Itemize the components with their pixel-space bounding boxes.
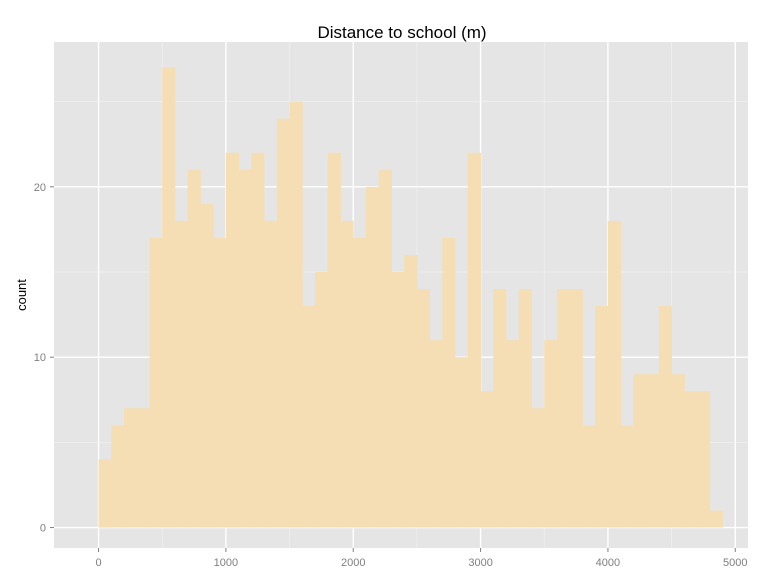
histogram-bar [302,306,316,528]
histogram-bar [264,220,278,528]
histogram-bar [620,425,634,528]
x-tick-label: 3000 [468,557,492,569]
histogram-bar [365,186,380,528]
histogram-bar [238,169,252,528]
histogram-bar [353,237,367,528]
histogram-bar [213,237,227,528]
x-tick-label: 2000 [341,557,365,569]
x-tick-label: 0 [96,557,102,569]
histogram-bar [455,357,469,528]
y-axis-label: count [14,279,29,311]
histogram-bar [569,289,583,528]
histogram-bar [327,152,341,528]
histogram-bar [709,510,723,528]
histogram-bar [429,340,443,528]
histogram-bar [289,101,303,528]
y-tick-label: 10 [34,352,46,364]
histogram-bar [658,306,672,528]
histogram-bar [187,169,201,528]
histogram-bar [200,203,214,528]
y-tick-label: 20 [34,182,46,194]
histogram-bar [556,289,571,528]
histogram-bar [544,340,558,528]
y-tick-label: 0 [40,523,46,535]
x-tick-label: 1000 [214,557,238,569]
histogram-bar [162,67,176,528]
histogram-bar [149,237,163,528]
histogram-bar [493,289,507,528]
histogram-bar [607,220,622,528]
histogram-bar [276,118,290,528]
histogram-bar [582,425,596,528]
histogram-bar [506,340,520,528]
histogram-bar [111,425,125,528]
histogram-bars [98,67,723,528]
x-axis-ticks: 0 1000 2000 3000 4000 5000 [96,548,748,569]
histogram-bar [340,220,354,528]
histogram-bar [518,289,532,528]
histogram-bar [684,391,698,528]
histogram-bar [315,272,329,528]
y-axis-ticks: 0 10 20 [34,182,54,535]
chart-title: Distance to school (m) [317,23,486,42]
histogram-bar [391,272,405,528]
histogram-bar [671,374,685,528]
histogram-bar [531,408,545,528]
histogram-bar [697,391,711,528]
histogram-bar [467,152,481,528]
histogram-bar [480,391,494,528]
histogram-bar [646,374,660,528]
histogram-bar [595,306,609,528]
x-tick-label: 5000 [723,557,747,569]
histogram-bar [416,289,431,528]
x-tick-label: 4000 [596,557,620,569]
histogram-bar [136,408,150,528]
histogram-bar [124,408,138,528]
histogram-bar [404,254,418,528]
histogram-bar [174,220,189,528]
histogram-bar [442,237,456,528]
histogram-bar [633,374,647,528]
histogram-bar [251,152,265,528]
histogram-bar [378,169,392,528]
histogram-bar [98,459,112,528]
histogram-bar [225,152,240,528]
